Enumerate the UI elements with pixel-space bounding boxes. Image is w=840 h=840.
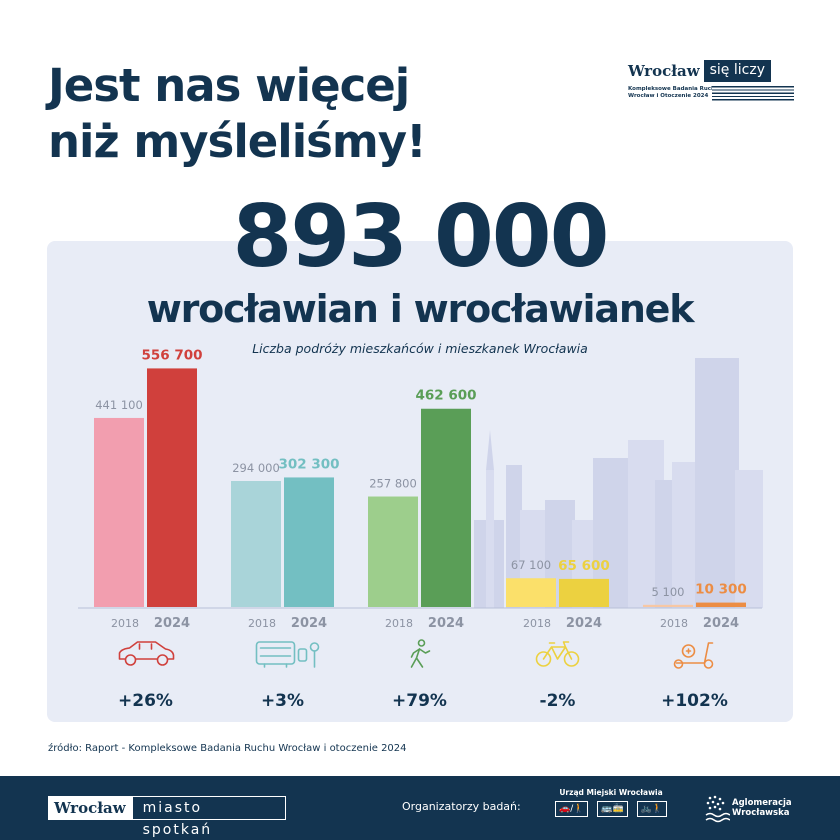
label-2024-scooter: 10 300 bbox=[695, 582, 747, 598]
change-car: +26% bbox=[118, 691, 173, 711]
label-2024-bicycle: 65 600 bbox=[558, 558, 610, 574]
chart-title: Liczba podróży mieszkańców i mieszkanek … bbox=[252, 341, 588, 356]
year-2024-walking: 2024 bbox=[428, 616, 464, 631]
aglomeracja-text: Aglomeracja Wrocławska bbox=[732, 798, 792, 818]
footer-logo[interactable]: Wrocław miasto spotkań bbox=[48, 796, 286, 838]
icons-group bbox=[118, 639, 714, 669]
label-2024-public-transport: 302 300 bbox=[278, 456, 339, 472]
skyline-building bbox=[486, 470, 494, 608]
city-skyline-decoration bbox=[474, 358, 763, 608]
big-subtitle: wrocławian i wrocławianek bbox=[146, 287, 695, 331]
um-icon-2: 🚌🚋 bbox=[597, 801, 628, 817]
bar-2018-scooter bbox=[643, 604, 693, 607]
aglomeracja-line-2: Wrocławska bbox=[732, 808, 790, 818]
bar-2024-bicycle bbox=[559, 578, 609, 607]
headline: Jest nas więcej niż myśleliśmy! bbox=[48, 58, 427, 170]
urzad-miejski-logo[interactable]: Urząd Miejski Wrocławia 🚗/🚶 🚌🚋 🚲🚶 bbox=[555, 788, 667, 817]
label-2018-scooter: 5 100 bbox=[652, 585, 685, 599]
year-2018-walking: 2018 bbox=[385, 617, 413, 630]
bar-2018-walking bbox=[368, 496, 418, 607]
wroclaw-sie-liczy-logo: Wrocław się liczy Kompleksowe Badania Ru… bbox=[628, 60, 794, 102]
footer-logo-slogan: miasto spotkań bbox=[131, 796, 286, 838]
label-2024-walking: 462 600 bbox=[415, 388, 476, 404]
skyline-spire bbox=[486, 430, 494, 470]
year-2024-car: 2024 bbox=[154, 616, 190, 631]
year-2024-scooter: 2024 bbox=[703, 616, 739, 631]
bar-2018-car bbox=[94, 417, 144, 607]
logo-subtitle-line-1: Kompleksowe Badania Ruchu bbox=[628, 86, 719, 92]
label-2024-car: 556 700 bbox=[141, 347, 202, 363]
source-note: źródło: Raport - Kompleksowe Badania Ruc… bbox=[48, 743, 407, 754]
change-bicycle: -2% bbox=[540, 691, 576, 711]
aglomeracja-line-1: Aglomeracja bbox=[732, 798, 792, 808]
aglomeracja-logo[interactable]: Aglomeracja Wrocławska bbox=[704, 792, 804, 824]
change-scooter: +102% bbox=[661, 691, 728, 711]
urzad-miejski-icons: 🚗/🚶 🚌🚋 🚲🚶 bbox=[555, 801, 667, 817]
bar-2024-public-transport bbox=[284, 477, 334, 607]
skyline-building bbox=[735, 470, 763, 608]
logo-subtitle: Kompleksowe Badania Ruchu Wrocław i Otoc… bbox=[628, 86, 794, 100]
aglomeracja-mark-icon bbox=[705, 795, 730, 823]
year-2024-bicycle: 2024 bbox=[566, 616, 602, 631]
bicycle-icon bbox=[535, 641, 580, 667]
logo-wordmark: Wrocław bbox=[628, 62, 700, 80]
car-icon bbox=[118, 641, 175, 666]
year-2018-scooter: 2018 bbox=[660, 617, 688, 630]
bar-2024-scooter bbox=[696, 602, 746, 607]
organizers-label: Organizatorzy badań: bbox=[402, 800, 521, 813]
logo-subtitle-line-2: Wrocław i Otoczenie 2024 bbox=[628, 93, 709, 99]
um-icon-3: 🚲🚶 bbox=[636, 801, 667, 817]
bus-tram-icon bbox=[255, 641, 320, 668]
big-number: 893 000 bbox=[232, 187, 610, 287]
logo-stripes bbox=[712, 86, 794, 102]
headline-line-1: Jest nas więcej bbox=[48, 59, 410, 112]
scooter-icon bbox=[673, 642, 714, 669]
um-icon-1: 🚗/🚶 bbox=[555, 801, 589, 817]
headline-line-2: niż myśleliśmy! bbox=[48, 115, 427, 168]
logo-boxed-text: się liczy bbox=[703, 60, 771, 82]
label-2018-public-transport: 294 000 bbox=[232, 461, 280, 475]
urzad-miejski-title: Urząd Miejski Wrocławia bbox=[559, 788, 663, 797]
bar-2018-bicycle bbox=[506, 578, 556, 607]
bar-2024-walking bbox=[421, 408, 471, 607]
footer: Wrocław miasto spotkań Organizatorzy bad… bbox=[0, 776, 840, 840]
label-2018-bicycle: 67 100 bbox=[511, 558, 551, 572]
year-2018-public-transport: 2018 bbox=[248, 617, 276, 630]
year-2018-bicycle: 2018 bbox=[523, 617, 551, 630]
year-2018-car: 2018 bbox=[111, 617, 139, 630]
skyline-building bbox=[506, 465, 522, 608]
label-2018-walking: 257 800 bbox=[369, 477, 417, 491]
change-public-transport: +3% bbox=[261, 691, 304, 711]
year-2024-public-transport: 2024 bbox=[291, 616, 327, 631]
label-2018-car: 441 100 bbox=[95, 398, 143, 412]
footer-logo-wordmark: Wrocław bbox=[48, 796, 132, 820]
bar-2024-car bbox=[147, 368, 197, 607]
change-walking: +79% bbox=[392, 691, 447, 711]
bar-2018-public-transport bbox=[231, 481, 281, 607]
skyline-building bbox=[695, 358, 739, 608]
pedestrian-icon bbox=[410, 639, 431, 668]
